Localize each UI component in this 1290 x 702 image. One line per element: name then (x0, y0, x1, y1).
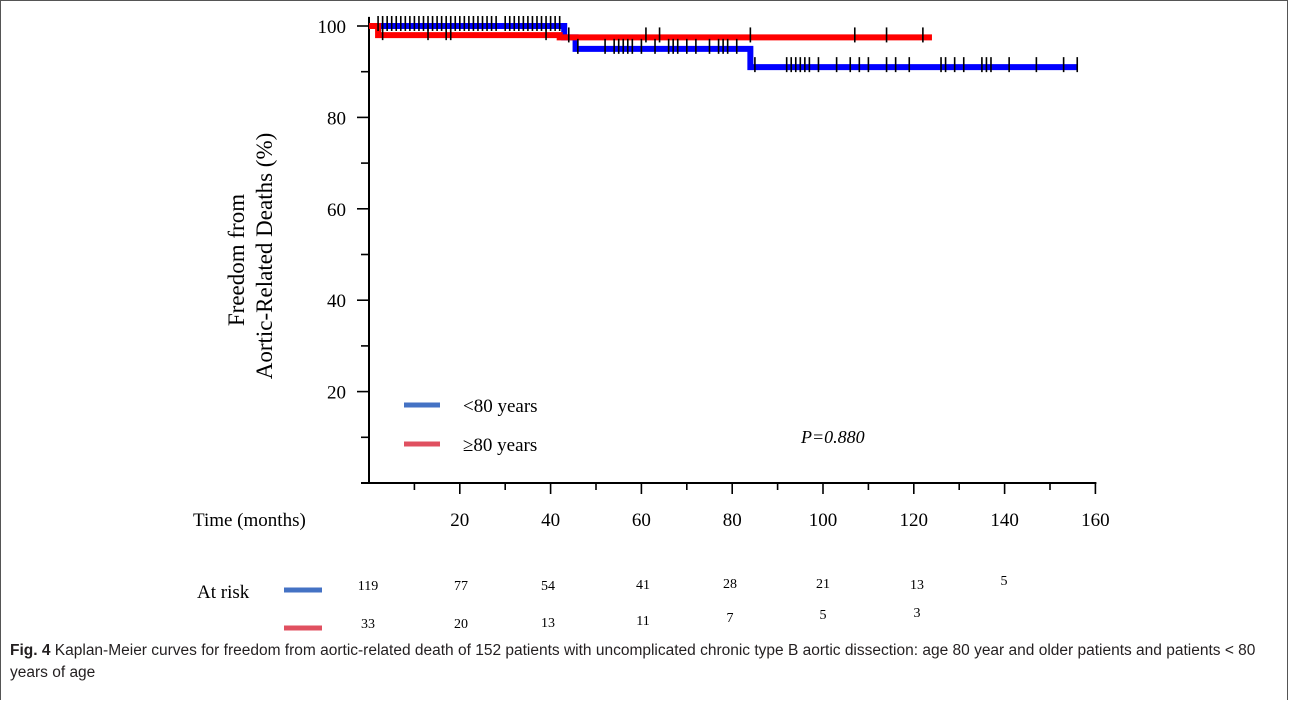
at-risk-count: 119 (358, 579, 378, 594)
at-risk-count: 13 (910, 578, 924, 593)
at-risk-count: 5 (820, 608, 827, 623)
at-risk-count: 20 (454, 617, 468, 632)
legend: <80 years ≥80 years (404, 396, 538, 456)
km-curve-80-and-over (369, 23, 932, 41)
at-risk-count: 13 (541, 616, 555, 631)
p-value-annotation: P=0.880 (800, 427, 865, 447)
figure-caption: Fig. 4 Kaplan-Meier curves for freedom f… (10, 640, 1275, 684)
y-tick-label: 40 (327, 291, 346, 312)
x-tick-label: 120 (900, 510, 929, 531)
x-tick-label: 140 (990, 510, 1019, 531)
at-risk-table: At risk 119 77 54 41 28 21 13 5 33 20 13 11 7 5 3 (197, 574, 1008, 632)
at-risk-count: 41 (636, 578, 650, 593)
chart-curves (369, 16, 1079, 73)
at-risk-count: 21 (816, 577, 830, 592)
at-risk-count: 11 (636, 614, 649, 629)
x-axis-label: Time (months) (193, 510, 306, 531)
chart-axes: 20 40 60 80 100 20 40 60 80 100 120 140 160 (318, 16, 1110, 531)
x-tick-label: 60 (632, 510, 651, 531)
km-curve-under-80 (369, 23, 1078, 71)
at-risk-count: 54 (541, 579, 555, 594)
caption-text: Kaplan-Meier curves for freedom from aor… (10, 642, 1256, 681)
y-axis-label-line2: Aortic-Related Deaths (%) (252, 133, 277, 380)
at-risk-count: 3 (914, 606, 921, 621)
x-tick-label: 160 (1081, 510, 1110, 531)
at-risk-count: 33 (361, 617, 375, 632)
km-chart: 20 40 60 80 100 20 40 60 80 100 120 140 160 Freedom … (193, 16, 1110, 632)
y-tick-label: 60 (327, 200, 346, 221)
at-risk-count: 28 (723, 577, 737, 592)
at-risk-label: At risk (197, 582, 250, 603)
y-axis-label: Freedom from Aortic-Related Deaths (%) (224, 133, 277, 380)
at-risk-count: 5 (1001, 574, 1008, 589)
y-tick-label: 100 (318, 17, 347, 38)
caption-label: Fig. 4 (10, 642, 51, 659)
at-risk-count: 77 (454, 579, 468, 594)
x-tick-label: 100 (809, 510, 838, 531)
legend-label: ≥80 years (463, 435, 537, 456)
x-tick-label: 20 (450, 510, 469, 531)
y-tick-label: 80 (327, 108, 346, 129)
y-tick-label: 20 (327, 383, 346, 404)
at-risk-count: 7 (727, 611, 734, 626)
legend-label: <80 years (463, 396, 538, 417)
y-axis-label-line1: Freedom from (224, 194, 249, 326)
x-tick-label: 40 (541, 510, 560, 531)
x-tick-label: 80 (723, 510, 742, 531)
